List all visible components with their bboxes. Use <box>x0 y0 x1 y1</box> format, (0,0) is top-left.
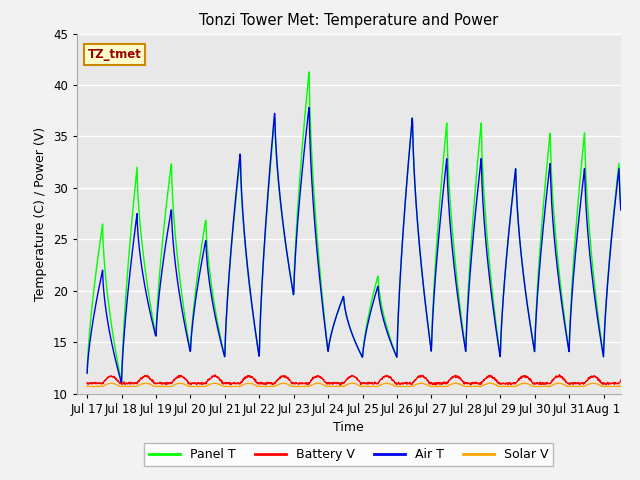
Panel T <box>602 304 610 310</box>
Panel T <box>329 324 337 330</box>
Air T <box>602 305 610 311</box>
Air T <box>83 370 91 376</box>
Air T <box>111 352 118 358</box>
Air T <box>329 324 337 330</box>
Solar V <box>486 380 493 386</box>
Line: Panel T: Panel T <box>87 72 621 382</box>
Air T <box>343 315 351 321</box>
Line: Battery V: Battery V <box>87 375 621 385</box>
Y-axis label: Temperature (C) / Power (V): Temperature (C) / Power (V) <box>35 127 47 300</box>
Solar V <box>617 383 625 388</box>
Battery V <box>602 381 609 387</box>
Panel T <box>602 308 609 314</box>
Battery V <box>328 382 336 387</box>
Solar V <box>111 381 118 387</box>
Panel T <box>118 379 125 385</box>
Panel T <box>617 203 625 209</box>
Battery V <box>111 374 118 380</box>
Panel T <box>111 341 118 347</box>
Text: TZ_tmet: TZ_tmet <box>88 48 141 61</box>
Air T <box>305 105 313 110</box>
Title: Tonzi Tower Met: Temperature and Power: Tonzi Tower Met: Temperature and Power <box>199 13 499 28</box>
Air T <box>504 240 512 245</box>
Solar V <box>83 384 91 389</box>
Battery V <box>504 381 511 387</box>
Line: Solar V: Solar V <box>87 383 621 387</box>
Battery V <box>343 376 351 382</box>
Panel T <box>343 315 351 321</box>
Panel T <box>305 69 313 75</box>
Panel T <box>83 370 91 376</box>
Solar V <box>602 384 610 389</box>
Battery V <box>337 382 344 388</box>
Battery V <box>617 377 625 383</box>
Battery V <box>556 372 563 378</box>
Air T <box>602 309 609 315</box>
Air T <box>118 380 125 385</box>
Battery V <box>83 380 91 386</box>
Solar V <box>328 384 336 389</box>
Panel T <box>504 240 512 245</box>
Line: Air T: Air T <box>87 108 621 383</box>
Solar V <box>602 384 609 389</box>
Air T <box>617 207 625 213</box>
Solar V <box>343 382 351 388</box>
Solar V <box>472 384 479 390</box>
Battery V <box>602 382 610 387</box>
X-axis label: Time: Time <box>333 421 364 434</box>
Solar V <box>504 384 512 389</box>
Legend: Panel T, Battery V, Air T, Solar V: Panel T, Battery V, Air T, Solar V <box>144 443 554 466</box>
